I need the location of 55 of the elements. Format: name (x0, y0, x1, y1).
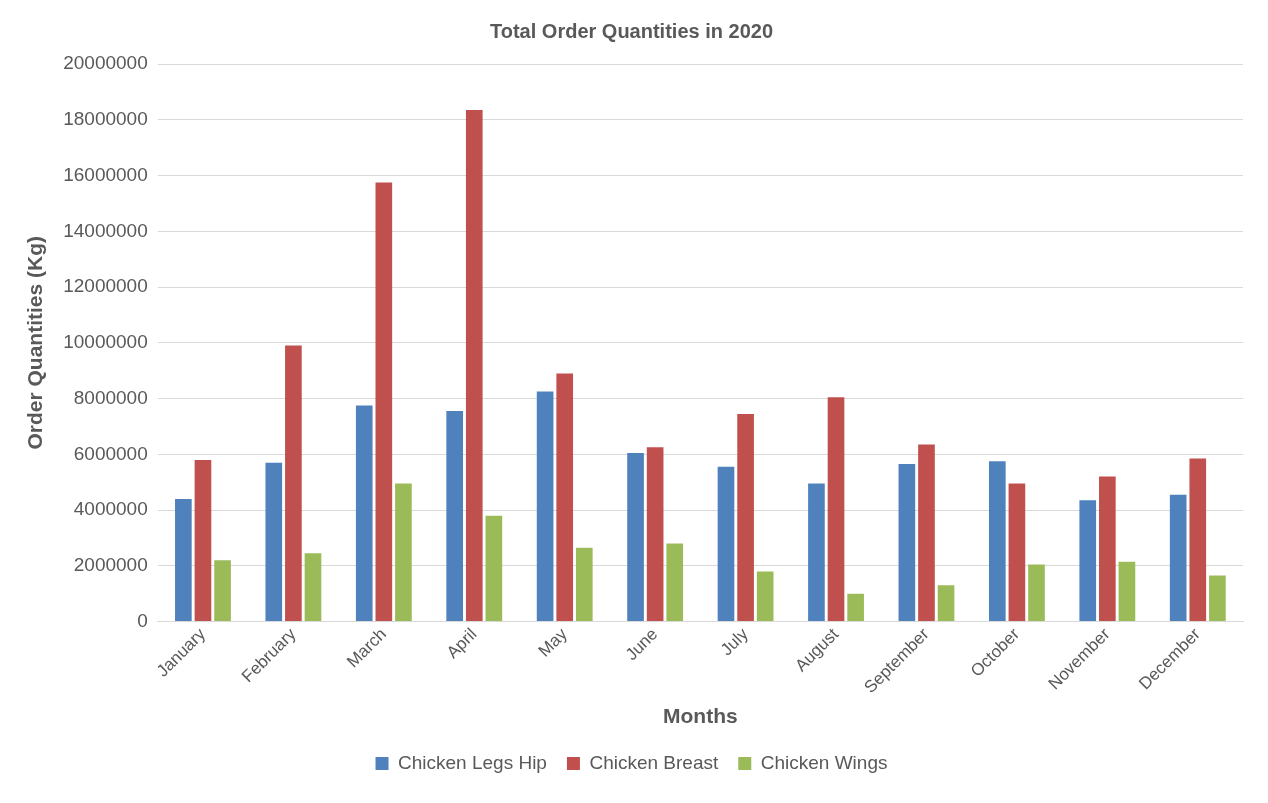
bar (1028, 564, 1045, 622)
x-axis-title: Months (663, 704, 738, 728)
bar (1189, 458, 1207, 622)
y-tick-label: 8000000 (73, 386, 148, 408)
bar (485, 515, 503, 622)
bar (898, 464, 916, 622)
bar (717, 466, 735, 622)
bar (666, 543, 684, 622)
bar (627, 452, 644, 622)
bar (465, 110, 483, 622)
legend-label: Chicken Breast (589, 751, 719, 773)
bar (1209, 575, 1226, 622)
bar (1008, 483, 1026, 622)
bar (304, 553, 322, 622)
bar (827, 397, 845, 622)
bar (808, 483, 825, 622)
chart-title: Total Order Quantities in 2020 (489, 19, 774, 42)
y-tick-label: 12000000 (63, 275, 148, 297)
x-tick-label: July (716, 624, 753, 660)
bar (285, 345, 302, 622)
bar (355, 405, 373, 622)
y-tick-label: 18000000 (63, 107, 148, 129)
y-axis-title: Order Quantities (Kg) (23, 236, 47, 450)
y-tick-label: 10000000 (63, 331, 148, 353)
x-tick-label: May (534, 624, 572, 661)
bar (937, 585, 955, 622)
bar (446, 411, 463, 622)
bar (556, 373, 574, 622)
y-tick-label: 20000000 (63, 52, 148, 74)
bar (536, 391, 554, 622)
bar (1099, 476, 1116, 622)
bar (175, 498, 192, 622)
bar (847, 593, 864, 622)
bar (575, 547, 593, 622)
bar (194, 459, 212, 622)
bar (1079, 500, 1097, 622)
bar (395, 483, 412, 622)
y-tick-label: 6000000 (73, 442, 148, 464)
bar (214, 560, 231, 622)
bar (988, 461, 1006, 622)
bar (918, 444, 935, 622)
legend-label: Chicken Legs Hip (398, 751, 547, 773)
y-tick-label: 4000000 (73, 498, 148, 520)
legend-label: Chicken Wings (760, 751, 888, 773)
y-tick-label: 16000000 (63, 163, 148, 185)
y-tick-label: 14000000 (63, 219, 148, 241)
bar (756, 571, 774, 622)
y-tick-label: 0 (137, 609, 148, 631)
bar (646, 447, 664, 622)
y-tick-label: 2000000 (73, 554, 148, 576)
bar (1169, 494, 1187, 622)
bar (375, 182, 393, 622)
bar (265, 462, 283, 622)
bar (1118, 561, 1136, 622)
bar (737, 413, 754, 622)
